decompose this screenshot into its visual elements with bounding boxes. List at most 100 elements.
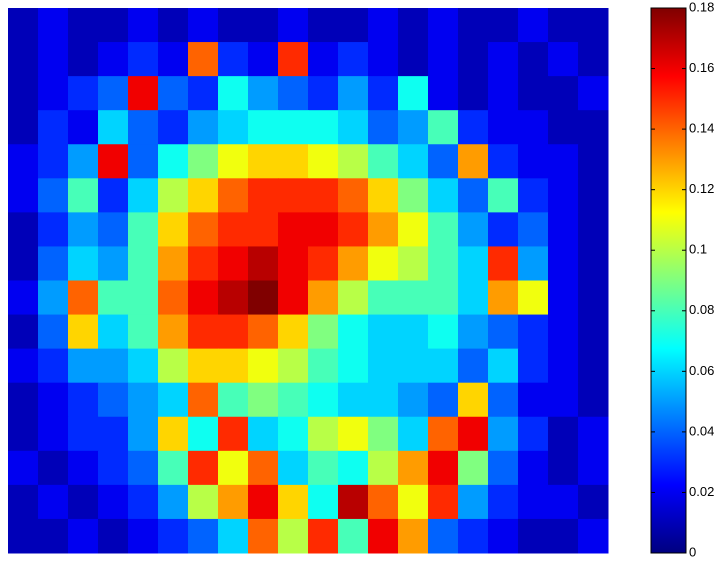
- heatmap-cell: [248, 315, 279, 350]
- heatmap-cell: [338, 212, 369, 247]
- heatmap-cell: [188, 76, 219, 111]
- heatmap-cell: [68, 383, 99, 418]
- heatmap-cell: [128, 178, 159, 213]
- heatmap-cell: [218, 246, 249, 281]
- heatmap-cell: [278, 281, 309, 316]
- heatmap-cell: [8, 76, 39, 111]
- heatmap-cell: [308, 519, 339, 554]
- heatmap-cell: [458, 349, 489, 384]
- heatmap-cell: [548, 417, 579, 452]
- heatmap-cell: [518, 485, 549, 520]
- heatmap-cell: [308, 383, 339, 418]
- heatmap-cell: [428, 212, 459, 247]
- heatmap-cell: [578, 144, 609, 179]
- heatmap-cell: [218, 315, 249, 350]
- heatmap-cell: [98, 76, 129, 111]
- heatmap-cell: [368, 519, 399, 554]
- heatmap-cell: [398, 76, 429, 111]
- heatmap-cell: [8, 383, 39, 418]
- heatmap-cell: [188, 246, 219, 281]
- heatmap-cell: [128, 8, 159, 43]
- heatmap-cell: [248, 281, 279, 316]
- heatmap-cell: [8, 110, 39, 145]
- heatmap-cell: [98, 417, 129, 452]
- heatmap-cell: [38, 110, 69, 145]
- heatmap-cell: [248, 42, 279, 77]
- heatmap-cell: [518, 383, 549, 418]
- heatmap-cell: [98, 8, 129, 43]
- heatmap-cell: [248, 8, 279, 43]
- heatmap-cell: [518, 417, 549, 452]
- heatmap-cell: [8, 212, 39, 247]
- heatmap-cell: [68, 519, 99, 554]
- heatmap-cell: [128, 485, 159, 520]
- heatmap-cell: [8, 315, 39, 350]
- heatmap-cell: [308, 417, 339, 452]
- heatmap-cell: [338, 315, 369, 350]
- heatmap-cell: [488, 42, 519, 77]
- heatmap-cell: [428, 76, 459, 111]
- heatmap-cell: [38, 451, 69, 486]
- heatmap-cell: [368, 349, 399, 384]
- heatmap-cell: [398, 8, 429, 43]
- heatmap-cell: [518, 451, 549, 486]
- heatmap-cell: [278, 246, 309, 281]
- heatmap-cell: [218, 519, 249, 554]
- chart: 00.020.040.060.080.10.120.140.160.18: [0, 0, 724, 561]
- heatmap-cell: [548, 8, 579, 43]
- heatmap-cell: [98, 144, 129, 179]
- heatmap-cell: [68, 246, 99, 281]
- heatmap-cell: [188, 451, 219, 486]
- heatmap-cell: [68, 281, 99, 316]
- heatmap-cell: [248, 519, 279, 554]
- heatmap-cell: [368, 417, 399, 452]
- heatmap-cell: [98, 315, 129, 350]
- heatmap-cell: [578, 178, 609, 213]
- heatmap-cell: [518, 246, 549, 281]
- heatmap-cell: [578, 383, 609, 418]
- heatmap-cell: [218, 110, 249, 145]
- heatmap-cell: [38, 349, 69, 384]
- colorbar-tick-label: 0.04: [689, 423, 714, 438]
- heatmap-cell: [248, 417, 279, 452]
- heatmap-cell: [338, 349, 369, 384]
- heatmap-cell: [548, 246, 579, 281]
- heatmap-cell: [158, 485, 189, 520]
- heatmap-cell: [398, 42, 429, 77]
- heatmap-cell: [128, 246, 159, 281]
- heatmap-cell: [338, 417, 369, 452]
- colorbar-tick-label: 0.1: [689, 242, 707, 257]
- heatmap-cell: [338, 485, 369, 520]
- heatmap-cell: [218, 485, 249, 520]
- heatmap-cell: [488, 8, 519, 43]
- heatmap-cell: [218, 281, 249, 316]
- heatmap-cell: [158, 178, 189, 213]
- heatmap-cell: [248, 110, 279, 145]
- heatmap-cell: [368, 246, 399, 281]
- heatmap-cell: [338, 42, 369, 77]
- heatmap-cell: [578, 519, 609, 554]
- heatmap-cell: [188, 485, 219, 520]
- heatmap-cell: [8, 519, 39, 554]
- heatmap-cell: [248, 349, 279, 384]
- heatmap-cell: [98, 110, 129, 145]
- heatmap-cell: [488, 246, 519, 281]
- heatmap-cell: [68, 42, 99, 77]
- heatmap-cell: [278, 349, 309, 384]
- heatmap-cell: [218, 144, 249, 179]
- heatmap-cell: [428, 8, 459, 43]
- heatmap-cell: [308, 110, 339, 145]
- heatmap-cell: [578, 451, 609, 486]
- heatmap-cell: [488, 110, 519, 145]
- heatmap-cell: [488, 485, 519, 520]
- heatmap-cell: [128, 42, 159, 77]
- heatmap-cell: [278, 485, 309, 520]
- heatmap-cell: [128, 349, 159, 384]
- heatmap-cell: [458, 212, 489, 247]
- heatmap-cell: [308, 451, 339, 486]
- heatmap-cell: [308, 349, 339, 384]
- heatmap-cell: [578, 485, 609, 520]
- heatmap-cell: [188, 519, 219, 554]
- heatmap-cell: [578, 76, 609, 111]
- heatmap-cell: [158, 349, 189, 384]
